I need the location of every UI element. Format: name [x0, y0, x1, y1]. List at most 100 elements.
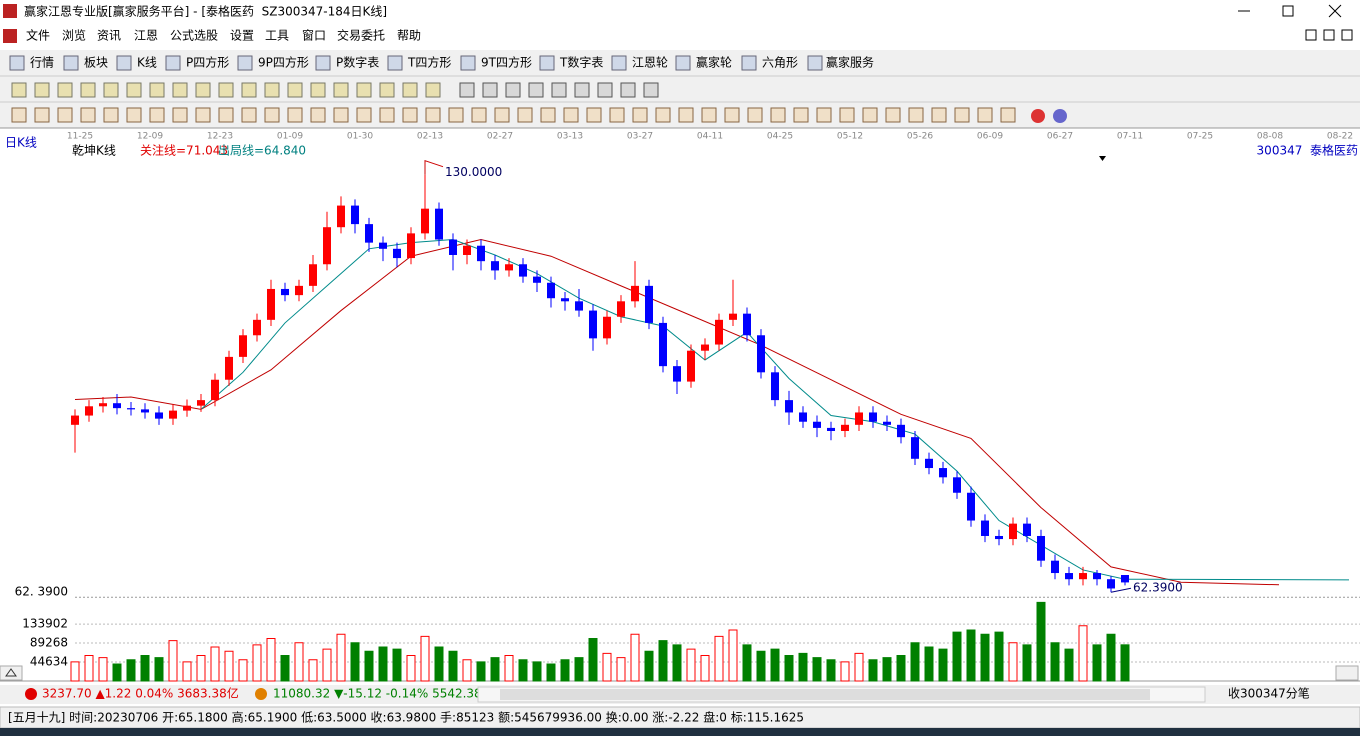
candle-body: [85, 406, 93, 416]
icon: [126, 82, 142, 98]
candle-body: [673, 366, 681, 382]
toolbar-button[interactable]: 9T四方形: [481, 55, 532, 70]
icon: [195, 107, 211, 123]
toolbar-button[interactable]: 行情: [30, 56, 54, 70]
x-tick-label: 02-27: [487, 132, 513, 142]
window-title: 赢家江恩专业版[赢家服务平台] - [泰格医药 SZ300347-184日K线]: [24, 4, 387, 19]
icon: [425, 82, 441, 98]
panel-toggle-icon: [5, 668, 17, 677]
x-tick-label: 04-25: [767, 132, 793, 142]
x-tick-label: 03-27: [627, 132, 653, 142]
menu-item[interactable]: 工具: [265, 29, 289, 43]
menu-item[interactable]: 帮助: [397, 29, 421, 43]
icon: [237, 55, 253, 71]
icon: [482, 82, 498, 98]
volume-bar: [630, 633, 640, 682]
volume-bar: [1120, 644, 1130, 682]
volume-bar: [700, 655, 710, 682]
mdi-restore[interactable]: [1323, 29, 1335, 41]
x-tick-label: 05-26: [907, 132, 933, 142]
candle-body: [113, 403, 121, 409]
candle-body: [225, 356, 233, 380]
candle-body: [729, 313, 737, 320]
toolbar-button[interactable]: T四方形: [407, 55, 451, 70]
restore-button[interactable]: [1282, 5, 1294, 17]
candle-body: [925, 458, 933, 469]
x-tick-label: 07-25: [1187, 132, 1213, 142]
toolbar-button[interactable]: 六角形: [762, 56, 798, 70]
candle-body: [701, 344, 709, 351]
x-tick-label: 04-11: [697, 132, 723, 142]
icon: [57, 82, 73, 98]
icon: [379, 82, 395, 98]
tick-tab[interactable]: 收300347分笔: [1228, 686, 1310, 701]
icon: [310, 107, 326, 123]
volume-bar: [168, 640, 178, 682]
icon: [540, 107, 556, 123]
volume-bar: [98, 657, 108, 682]
close-button[interactable]: [1328, 4, 1342, 18]
icon: [333, 107, 349, 123]
toolbar-button[interactable]: P数字表: [336, 55, 379, 70]
focus-line: 关注线=71.043: [140, 143, 228, 158]
candle-body: [1121, 575, 1129, 583]
taskbar-strip: [0, 728, 1360, 736]
candle-body: [771, 372, 779, 401]
volume-bar: [280, 655, 290, 682]
icon: [448, 107, 464, 123]
volume-bar: [644, 650, 654, 682]
toolbar-button[interactable]: 板块: [84, 56, 108, 70]
scroll-thumb[interactable]: [500, 689, 1150, 700]
toolbar-button[interactable]: 9P四方形: [258, 55, 309, 70]
y-tick-label: 62. 3900: [15, 585, 68, 599]
icon: [402, 82, 418, 98]
toolbar-button[interactable]: K线: [137, 56, 157, 70]
volume-tick-label: 44634: [30, 655, 68, 669]
panel-toggle[interactable]: [0, 665, 23, 681]
icon: [551, 82, 567, 98]
menu-item[interactable]: 公式选股: [170, 29, 218, 43]
candle-body: [1023, 523, 1031, 536]
toolbar-button[interactable]: 赢家服务: [826, 55, 874, 70]
candle-body: [533, 276, 541, 283]
candle-body: [743, 313, 751, 336]
volume-bar: [1008, 642, 1018, 682]
panel-toggle-right[interactable]: [1335, 665, 1359, 681]
candle-body: [379, 242, 387, 249]
candle-body: [841, 424, 849, 431]
icon: [287, 107, 303, 123]
menu-item[interactable]: 资讯: [97, 29, 121, 43]
menu-item[interactable]: 浏览: [62, 28, 86, 43]
icon: [103, 107, 119, 123]
menu-item[interactable]: 设置: [230, 29, 254, 43]
icon: [103, 82, 119, 98]
candle-body: [589, 310, 597, 339]
menu-item[interactable]: 交易委托: [337, 28, 385, 43]
toolbar-button[interactable]: 江恩轮: [632, 56, 668, 70]
icon: [195, 82, 211, 98]
volume-bar: [420, 635, 430, 682]
mdi-min[interactable]: [1305, 29, 1317, 41]
icon: [241, 82, 257, 98]
toolbar-button[interactable]: T数字表: [559, 55, 603, 70]
volume-bar: [952, 631, 962, 682]
volume-bar: [840, 661, 850, 682]
cursor-marker: [1099, 156, 1106, 161]
candle-body: [967, 492, 975, 521]
menu-item[interactable]: 文件: [26, 28, 50, 43]
icon: [149, 82, 165, 98]
shenzhen-index[interactable]: 11080.32 ▼-15.12 -0.14% 5542.38: [273, 687, 482, 701]
volume-bar: [406, 655, 416, 682]
max-marker: [424, 160, 444, 175]
toolbar-button[interactable]: 赢家轮: [696, 55, 732, 70]
sz-icon: [255, 688, 267, 700]
menu-item[interactable]: 窗口: [302, 29, 326, 43]
mdi-close[interactable]: [1341, 29, 1353, 41]
shanghai-index[interactable]: 3237.70 ▲1.22 0.04% 3683.38亿: [42, 686, 239, 701]
menu-item[interactable]: 江恩: [134, 29, 158, 43]
period-label: 日K线: [5, 136, 37, 150]
toolbar-button[interactable]: P四方形: [186, 55, 229, 70]
candle-body: [785, 400, 793, 413]
volume-bar: [616, 657, 626, 682]
